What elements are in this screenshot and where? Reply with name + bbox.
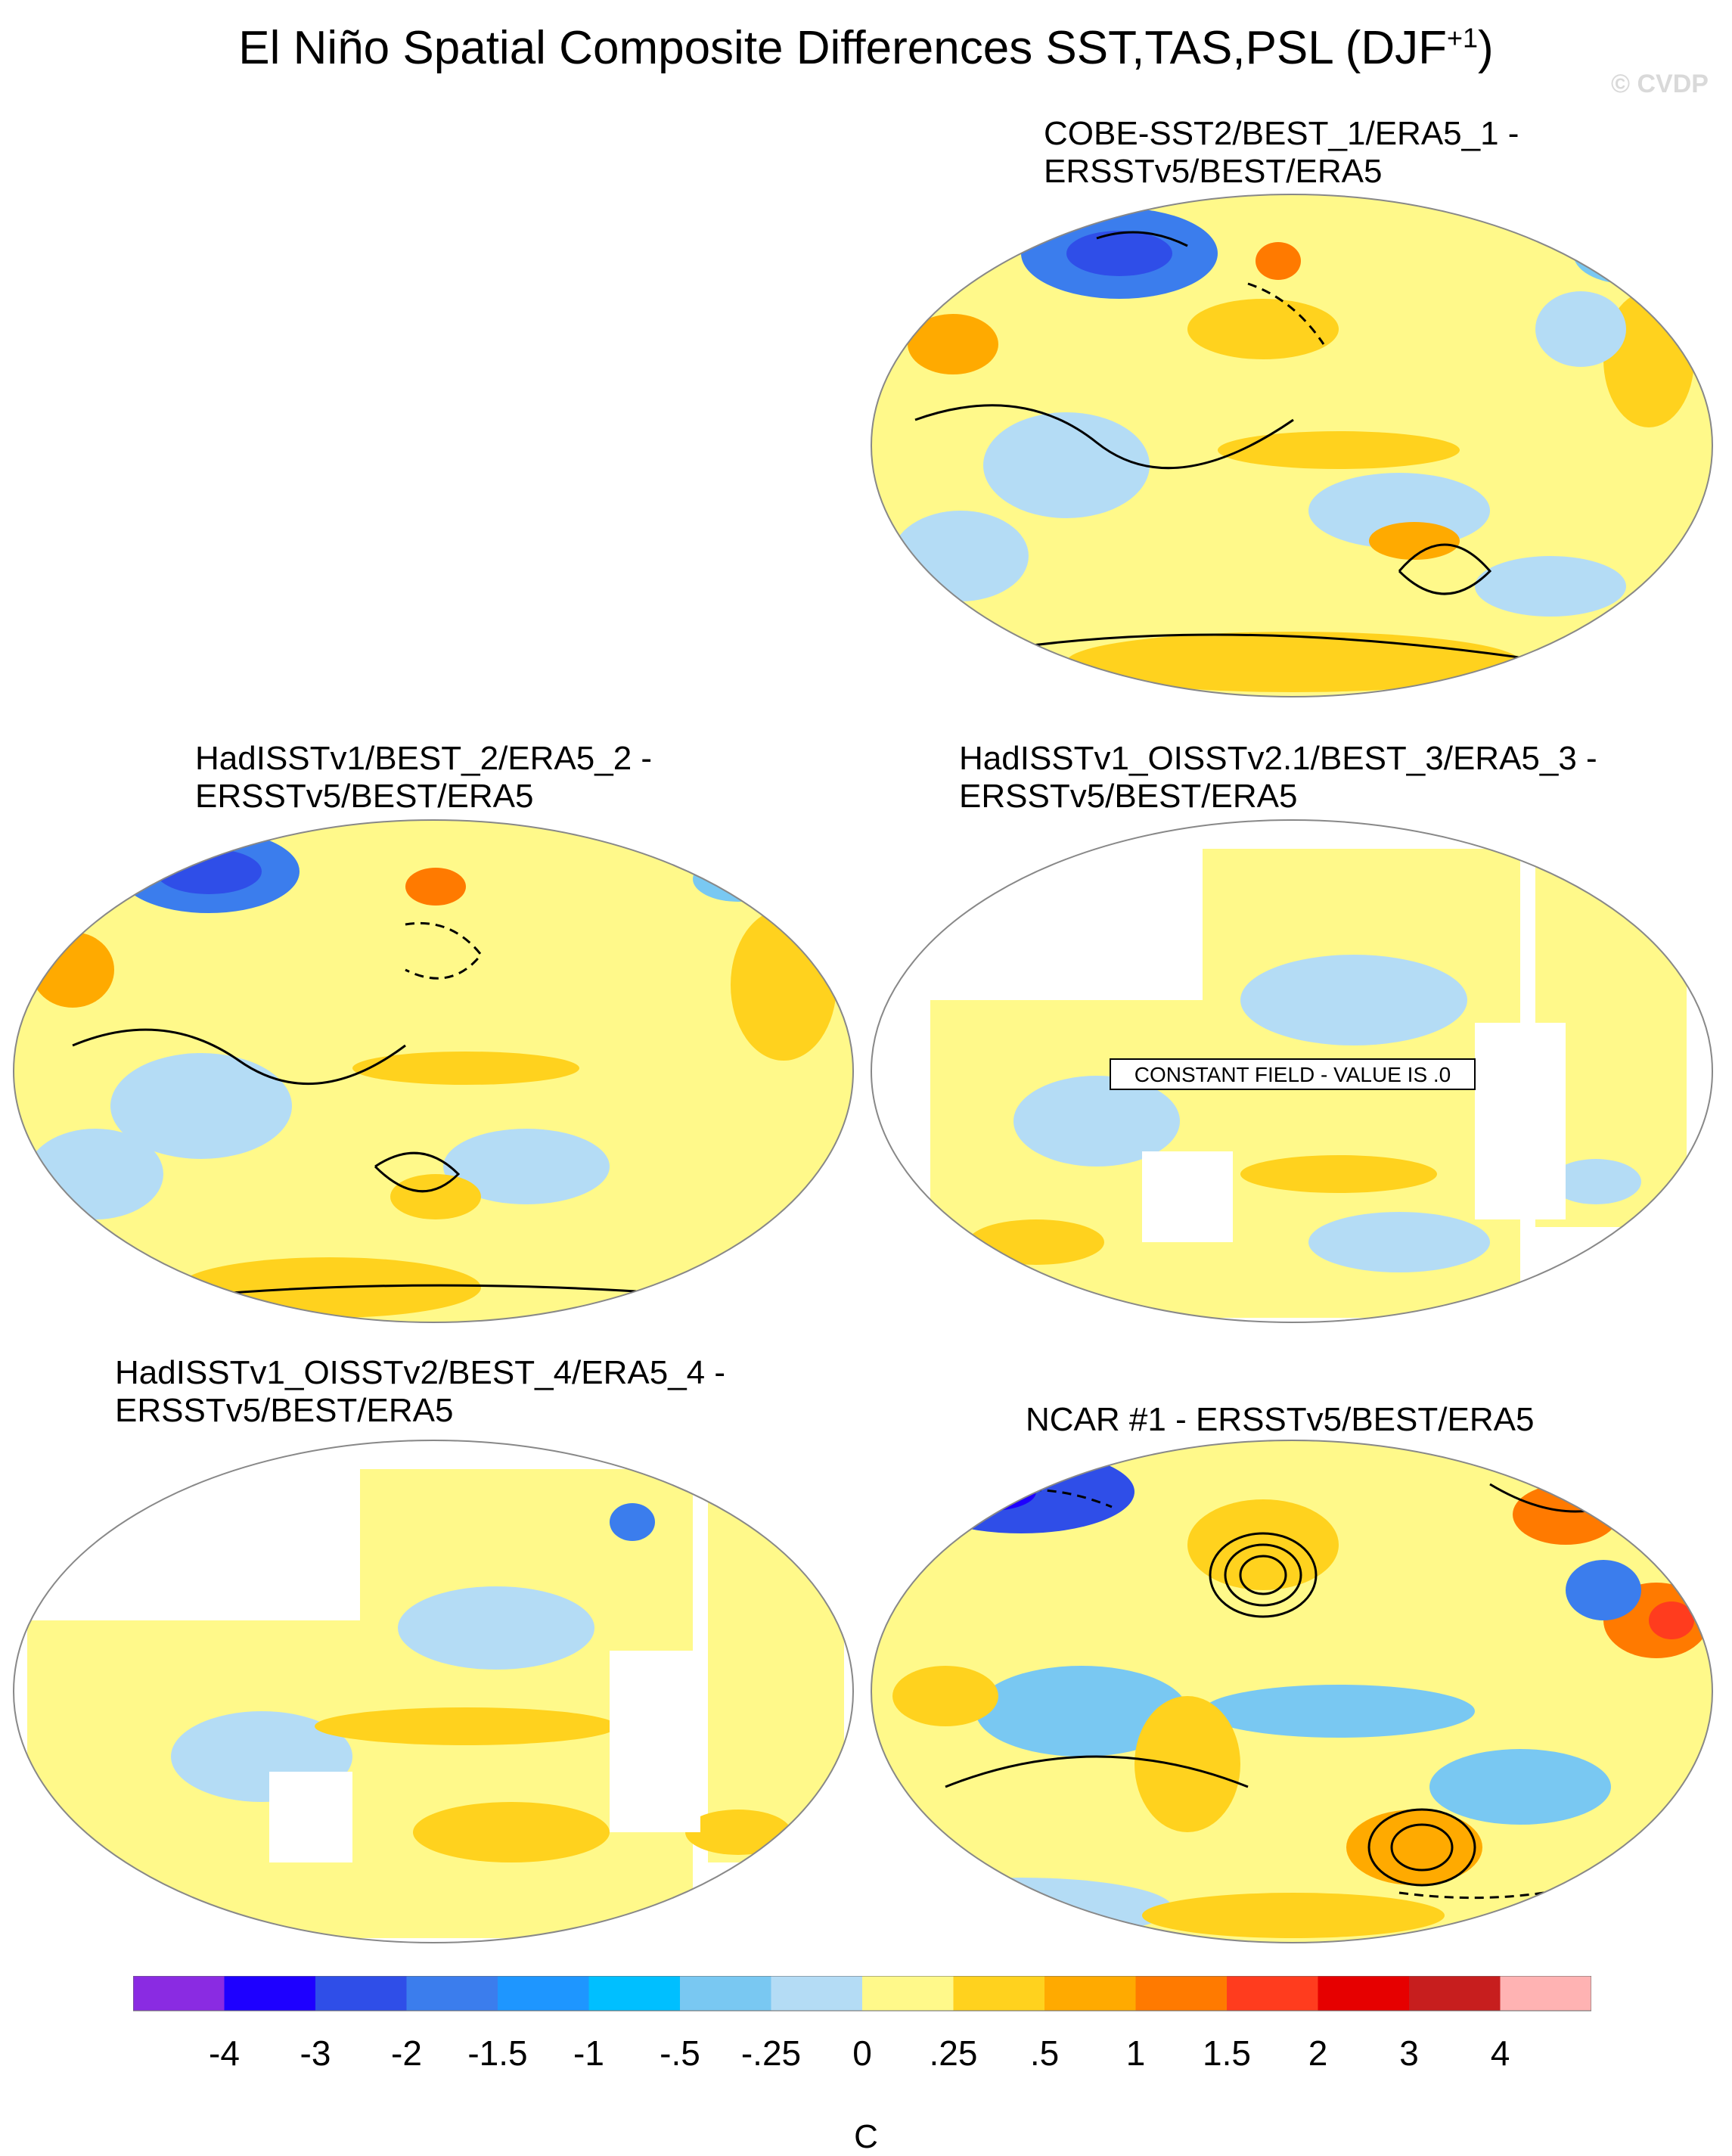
colorbar-tick-label: 0 xyxy=(852,2033,872,2073)
panel-4-map xyxy=(13,1440,854,1943)
panel-3-title: HadISSTv1_OISSTv2.1/BEST_3/ERA5_3 - ERSST… xyxy=(959,740,1597,815)
colorbar-swatch xyxy=(862,1976,954,2011)
colorbar-tick-label: .25 xyxy=(930,2033,978,2073)
colorbar-tick-label: -1.5 xyxy=(467,2033,527,2073)
colorbar-swatch xyxy=(315,1976,407,2011)
panel-5-map xyxy=(871,1440,1713,1943)
panel-2-title: HadISSTv1/BEST_2/ERA5_2 - ERSSTv5/BEST/ER… xyxy=(195,740,653,815)
colorbar-swatch xyxy=(771,1976,862,2011)
colorbar-swatch xyxy=(1044,1976,1136,2011)
panel-5-title: NCAR #1 - ERSSTv5/BEST/ERA5 xyxy=(1026,1401,1535,1438)
panel-3-map: CONSTANT FIELD - VALUE IS .0 xyxy=(871,819,1713,1323)
colorbar-swatch xyxy=(1318,1976,1409,2011)
colorbar-tick-label: 3 xyxy=(1399,2033,1419,2073)
colorbar-tick-label: -2 xyxy=(391,2033,422,2073)
colorbar-tick-label: -.5 xyxy=(660,2033,700,2073)
colorbar-tick-label: 1.5 xyxy=(1203,2033,1251,2073)
colorbar-tick-label: -3 xyxy=(300,2033,331,2073)
colorbar-swatch xyxy=(224,1976,315,2011)
watermark: © CVDP xyxy=(1611,70,1709,98)
colorbar-swatch xyxy=(680,1976,771,2011)
title-superscript: +1 xyxy=(1446,22,1479,54)
colorbar-tick-label: -.25 xyxy=(741,2033,801,2073)
colorbar-swatch xyxy=(1135,1976,1227,2011)
colorbar-swatch xyxy=(588,1976,680,2011)
colorbar-swatch xyxy=(1227,1976,1318,2011)
figure-title: El Niño Spatial Composite Differences SS… xyxy=(238,22,1494,74)
colorbar-swatch xyxy=(953,1976,1044,2011)
colorbar-tick-label: 2 xyxy=(1308,2033,1328,2073)
colorbar-swatch xyxy=(406,1976,498,2011)
colorbar-swatch xyxy=(498,1976,589,2011)
colorbar-border xyxy=(133,1976,1591,2012)
colorbar-swatch xyxy=(1500,1976,1591,2011)
panel-1-title: COBE-SST2/BEST_1/ERA5_1 - ERSSTv5/BEST/ER… xyxy=(1044,115,1519,190)
constant-field-annotation: CONSTANT FIELD - VALUE IS .0 xyxy=(1134,1063,1451,1086)
colorbar-units: C xyxy=(854,2118,878,2155)
colorbar-tick-label: .5 xyxy=(1030,2033,1059,2073)
colorbar-tick-label: -4 xyxy=(209,2033,240,2073)
colorbar: -4 -3 -2 -1.5 -1 -.5 -.25 0 .25 .5 1 1.5 2 3 4 xyxy=(133,1976,1591,2073)
panel-2-map xyxy=(13,819,854,1323)
colorbar-tick-label: -1 xyxy=(573,2033,604,2073)
colorbar-tick-label: 1 xyxy=(1126,2033,1146,2073)
panel-4-title: HadISSTv1_OISSTv2/BEST_4/ERA5_4 - ERSSTv5… xyxy=(115,1354,726,1429)
colorbar-swatch xyxy=(133,1976,225,2011)
colorbar-tick-label: 4 xyxy=(1491,2033,1510,2073)
panel-1-map xyxy=(871,194,1713,697)
colorbar-swatch xyxy=(1409,1976,1501,2011)
